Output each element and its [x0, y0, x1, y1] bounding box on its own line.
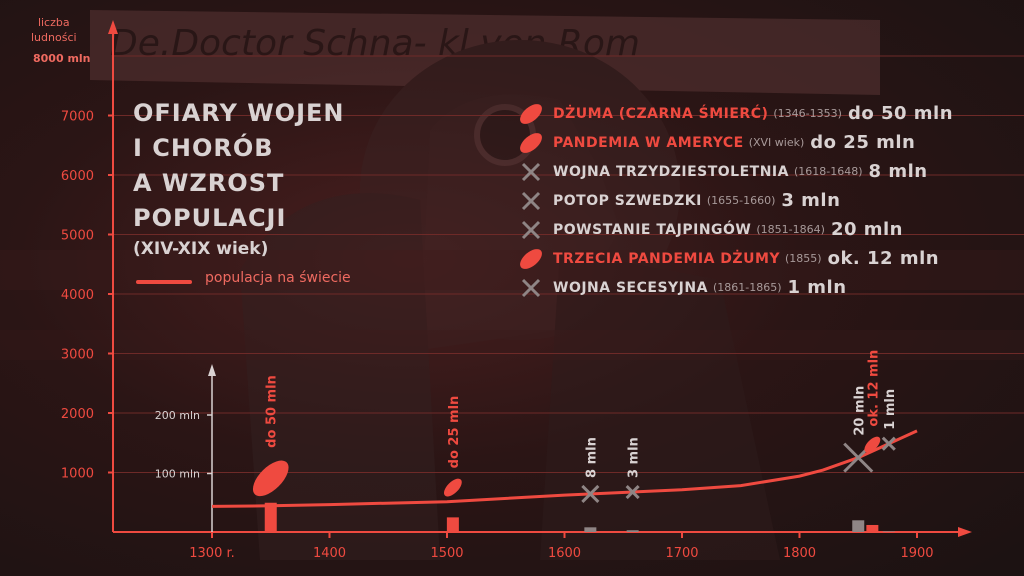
event-value-label: do 50 mln: [265, 375, 280, 448]
y-tick-label: 4000: [61, 288, 94, 303]
x-tick-label: 1300 r.: [189, 546, 235, 561]
cross-stroke: [581, 484, 600, 503]
y-axis-ticks: 1000 2000 3000 4000 5000 6000 7000: [61, 110, 113, 482]
event-row: POWSTANIE TAJPINGÓW (1851-1864) 20 mln: [515, 215, 953, 244]
y-tick-label: 2000: [61, 407, 94, 422]
x-axis-ticks: 1300 r. 1400 1500 1600 1700 1800 1900: [189, 532, 934, 561]
cross-stroke: [625, 484, 640, 500]
y-tick-label: 7000: [61, 110, 94, 125]
event-toll: ok. 12 mln: [827, 248, 940, 269]
war-cross-icon: [515, 189, 547, 213]
victims-bar: [852, 520, 865, 532]
y-axis-caption-text: liczba ludności: [31, 16, 77, 44]
war-cross-marker: [881, 436, 896, 451]
victims-bar: [882, 531, 895, 532]
legend-line-swatch: [136, 280, 192, 284]
victims-tick-label: 100 mln: [155, 468, 200, 481]
chart-subtitle: (XIV-XIX wiek): [133, 239, 269, 259]
event-row: DŻUMA (CZARNA ŚMIERĆ) (1346-1353) do 50 ml…: [515, 99, 953, 128]
victims-bar: [866, 524, 879, 532]
war-cross-icon: [515, 276, 547, 300]
war-cross-marker: [581, 484, 600, 503]
cross-stroke: [881, 436, 896, 451]
y-axis-caption: liczba ludności 8000 mln: [31, 15, 91, 65]
y-tick-label: 3000: [61, 348, 94, 363]
event-toll: 8 mln: [868, 161, 928, 182]
war-cross-marker: [625, 484, 640, 500]
population-line: [211, 429, 918, 508]
event-markers: [252, 436, 896, 503]
x-axis-arrow: [958, 527, 972, 537]
plague-bacterium-marker: [443, 478, 462, 497]
x-tick-label: 1500: [430, 546, 463, 561]
event-dates: (1346-1353): [773, 107, 842, 120]
victims-bar: [264, 502, 277, 532]
y-tick-label: 6000: [61, 169, 94, 184]
event-dates: (XVI wiek): [748, 136, 805, 149]
event-value-label: 20 mln: [852, 386, 867, 436]
x-tick-label: 1600: [548, 546, 581, 561]
victims-bar: [584, 527, 597, 532]
event-dates: (1851-1864): [756, 223, 825, 236]
event-dates: (1618-1648): [793, 165, 863, 178]
event-row: PANDEMIA W AMERYCE (XVI wiek) do 25 mln: [515, 128, 953, 157]
victims-tick-label: 200 mln: [155, 409, 200, 422]
event-name: POWSTANIE TAJPINGÓW: [553, 221, 752, 238]
victims-bar: [626, 530, 639, 532]
x-tick-label: 1700: [665, 546, 698, 561]
x-tick-label: 1800: [783, 546, 816, 561]
legend-label: populacja na świecie: [205, 270, 351, 286]
x-tick-label: 1400: [313, 546, 346, 561]
chart-title: OFIARY WOJEN I CHORÓB A WZROST POPULACJI: [133, 99, 345, 232]
plague-bacterium-icon: [515, 102, 547, 126]
event-name: DŻUMA (CZARNA ŚMIERĆ): [553, 105, 769, 122]
event-toll: 1 mln: [787, 277, 847, 298]
event-value-label: 3 mln: [627, 437, 642, 478]
victims-bar: [446, 517, 459, 532]
y-axis-max-label: 8000 mln: [33, 52, 91, 65]
event-dates: (1655-1660): [706, 194, 776, 207]
event-row: TRZECIA PANDEMIA DŻUMY (1855) ok. 12 mln: [515, 244, 953, 273]
event-name: WOJNA SECESYJNA: [553, 279, 708, 296]
war-cross-icon: [515, 160, 547, 184]
event-value-label: ok. 12 mln: [866, 350, 881, 427]
event-name: TRZECIA PANDEMIA DŻUMY: [553, 250, 781, 267]
event-name: POTOP SZWEDZKI: [553, 192, 702, 209]
chart-gridlines: [113, 55, 1024, 473]
event-toll: do 25 mln: [810, 132, 916, 153]
event-value-label: 8 mln: [584, 437, 599, 478]
event-value-label: do 25 mln: [447, 396, 462, 469]
plague-bacterium-marker: [252, 460, 289, 497]
event-row: POTOP SZWEDZKI (1655-1660) 3 mln: [515, 186, 953, 215]
event-toll: do 50 mln: [847, 103, 954, 124]
plague-bacterium-icon: [515, 247, 547, 271]
victims-axis-arrow: [208, 364, 216, 376]
events-legend: DŻUMA (CZARNA ŚMIERĆ) (1346-1353) do 50 ml…: [515, 99, 953, 302]
plague-bacterium-marker: [864, 436, 881, 453]
y-axis-arrow: [108, 20, 118, 34]
x-tick-label: 1900: [900, 546, 933, 561]
event-dates: (1861-1865): [712, 281, 782, 294]
event-row: WOJNA SECESYJNA (1861-1865) 1 mln: [515, 273, 953, 302]
y-tick-label: 1000: [61, 467, 94, 482]
event-name: WOJNA TRZYDZIESTOLETNIA: [553, 163, 789, 180]
event-value-labels: do 50 mln do 25 mln 8 mln 3 mln 20 mln ok. 12…: [265, 350, 898, 478]
event-row: WOJNA TRZYDZIESTOLETNIA (1618-1648) 8 mln: [515, 157, 953, 186]
event-value-label: 1 mln: [883, 389, 898, 430]
event-toll: 20 mln: [830, 219, 903, 240]
y-tick-label: 5000: [61, 229, 94, 244]
victims-bars: [264, 502, 895, 532]
event-toll: 3 mln: [781, 190, 841, 211]
war-cross-icon: [515, 218, 547, 242]
victims-inset-axis: 100 mln 200 mln: [155, 364, 216, 532]
event-dates: (1855): [785, 252, 822, 265]
plague-bacterium-icon: [515, 131, 547, 155]
event-name: PANDEMIA W AMERYCE: [553, 134, 744, 151]
